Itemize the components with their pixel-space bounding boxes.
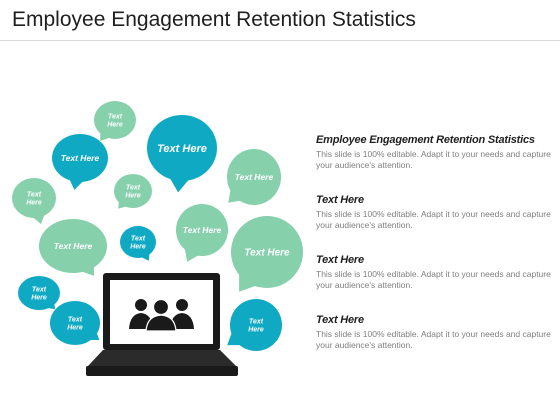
info-text: This slide is 100% editable. Adapt it to… [316, 209, 551, 230]
page-title: Employee Engagement Retention Statistics [12, 8, 416, 31]
info-block: Text Here This slide is 100% editable. A… [316, 254, 552, 291]
bubble-label: Text Here [235, 172, 274, 182]
speech-bubble: Text Here [147, 115, 217, 193]
bubble-label: Text Here [54, 241, 93, 251]
info-heading: Employee Engagement Retention Statistics [316, 134, 535, 146]
bubble-label: Text Here [157, 143, 207, 155]
speech-bubble: Text Here [176, 204, 228, 262]
info-heading: Text Here [316, 194, 364, 206]
bubble-label: Text Here [26, 191, 42, 206]
info-heading: Text Here [316, 314, 364, 326]
bubble-body [147, 115, 217, 181]
person-icon [170, 299, 194, 329]
bubble-body [12, 178, 56, 218]
person-icon [145, 298, 177, 332]
bubble-body [39, 219, 107, 273]
bubble-body [120, 226, 156, 258]
bubble-body [114, 174, 152, 208]
speech-bubble: Text Here [94, 101, 136, 142]
speech-bubble: Text Here [39, 219, 107, 276]
bubble-body [18, 276, 60, 310]
bubble-body [231, 216, 303, 288]
laptop-keyboard [88, 350, 236, 366]
bubble-body [50, 301, 100, 345]
speech-bubble: Text Here [227, 149, 281, 205]
info-text: This slide is 100% editable. Adapt it to… [316, 329, 551, 350]
speech-bubble: Text Here [18, 276, 60, 310]
bubble-body [227, 149, 281, 205]
speech-bubble: Text Here [227, 299, 282, 351]
bubble-label: Text Here [31, 286, 47, 301]
info-block: Text Here This slide is 100% editable. A… [316, 194, 552, 231]
bubble-label: Text Here [183, 225, 222, 235]
bubble-body [94, 101, 136, 139]
bubble-label: Text Here [130, 235, 146, 250]
team-people-icon [129, 298, 194, 332]
bubble-label: Text Here [61, 153, 100, 163]
info-block: Employee Engagement Retention Statistics… [316, 134, 552, 171]
speech-bubble: Text Here [12, 178, 56, 225]
speech-bubble: Text Here [52, 134, 108, 190]
bubble-label: Text Here [67, 316, 83, 331]
speech-bubble: Text Here [50, 301, 100, 345]
bubble-label: Text Here [244, 248, 290, 259]
speech-bubble: Text Here [114, 174, 152, 209]
bubble-body [176, 204, 228, 256]
info-text: This slide is 100% editable. Adapt it to… [316, 149, 551, 170]
bubble-body [52, 134, 108, 182]
info-heading: Text Here [316, 254, 364, 266]
bubble-label: Text Here [107, 113, 123, 128]
speech-bubble: Text Here [120, 226, 156, 261]
bubble-label: Text Here [248, 318, 264, 333]
info-block: Text Here This slide is 100% editable. A… [316, 314, 552, 351]
speech-bubble: Text Here [231, 216, 303, 292]
bubble-label: Text Here [125, 184, 141, 199]
title-divider [0, 40, 560, 41]
bubble-body [230, 299, 282, 351]
laptop-base [86, 366, 238, 376]
info-text: This slide is 100% editable. Adapt it to… [316, 269, 551, 290]
